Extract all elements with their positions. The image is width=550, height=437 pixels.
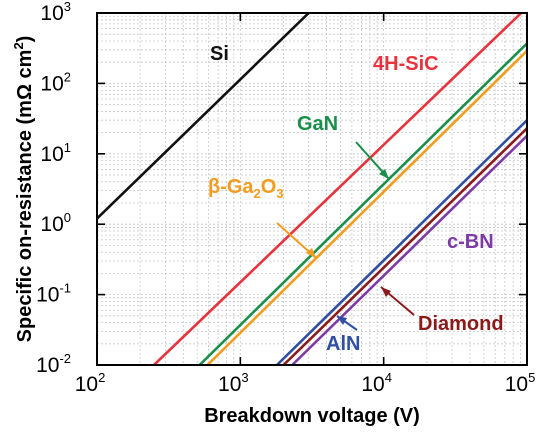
series-line-aln xyxy=(275,119,527,365)
series-line-4h-sic xyxy=(153,13,524,365)
x-tick-label: 104 xyxy=(361,370,392,396)
x-tick-label: 103 xyxy=(218,370,249,396)
annotation-arrows xyxy=(276,141,415,331)
y-tick-label: 101 xyxy=(40,140,71,166)
y-tick-label: 100 xyxy=(40,210,71,236)
label-c-bn: c-BN xyxy=(447,231,494,253)
series-line-c-bn xyxy=(291,134,527,365)
x-tick-label: 105 xyxy=(505,370,536,396)
series-line--ga-o- xyxy=(206,49,527,365)
series-line-gan xyxy=(198,42,527,365)
label-ga2o3: β-Ga2O3 xyxy=(208,176,284,201)
grid xyxy=(97,13,527,365)
y-axis-label: Specific on-resistance (mΩ cm2) xyxy=(11,36,36,343)
series-line-si xyxy=(97,13,310,220)
label-si: Si xyxy=(210,43,229,65)
aln-arrowhead xyxy=(337,316,347,325)
y-tick-label: 10-1 xyxy=(36,281,71,307)
y-tick-label: 103 xyxy=(40,0,71,25)
diamond-arrowhead xyxy=(381,287,391,297)
y-tick-label: 10-2 xyxy=(36,351,71,377)
series-line-diamond xyxy=(282,127,527,365)
plot-frame xyxy=(96,12,528,366)
gan-arrowhead xyxy=(379,169,389,179)
axis-ticks: 102 103 104 105 10-2 10-1 100 101 102 103 xyxy=(36,0,535,396)
label-4h-sic: 4H-SiC xyxy=(373,53,439,75)
x-tick-label: 102 xyxy=(75,370,106,396)
x-axis-label: Breakdown voltage (V) xyxy=(204,405,420,427)
y-tick-label: 102 xyxy=(40,69,71,95)
series-lines xyxy=(97,13,527,365)
label-diamond: Diamond xyxy=(418,313,504,335)
ga2o3-arrowhead xyxy=(306,248,316,258)
label-gan: GaN xyxy=(297,113,338,135)
label-aln: AlN xyxy=(326,333,360,355)
